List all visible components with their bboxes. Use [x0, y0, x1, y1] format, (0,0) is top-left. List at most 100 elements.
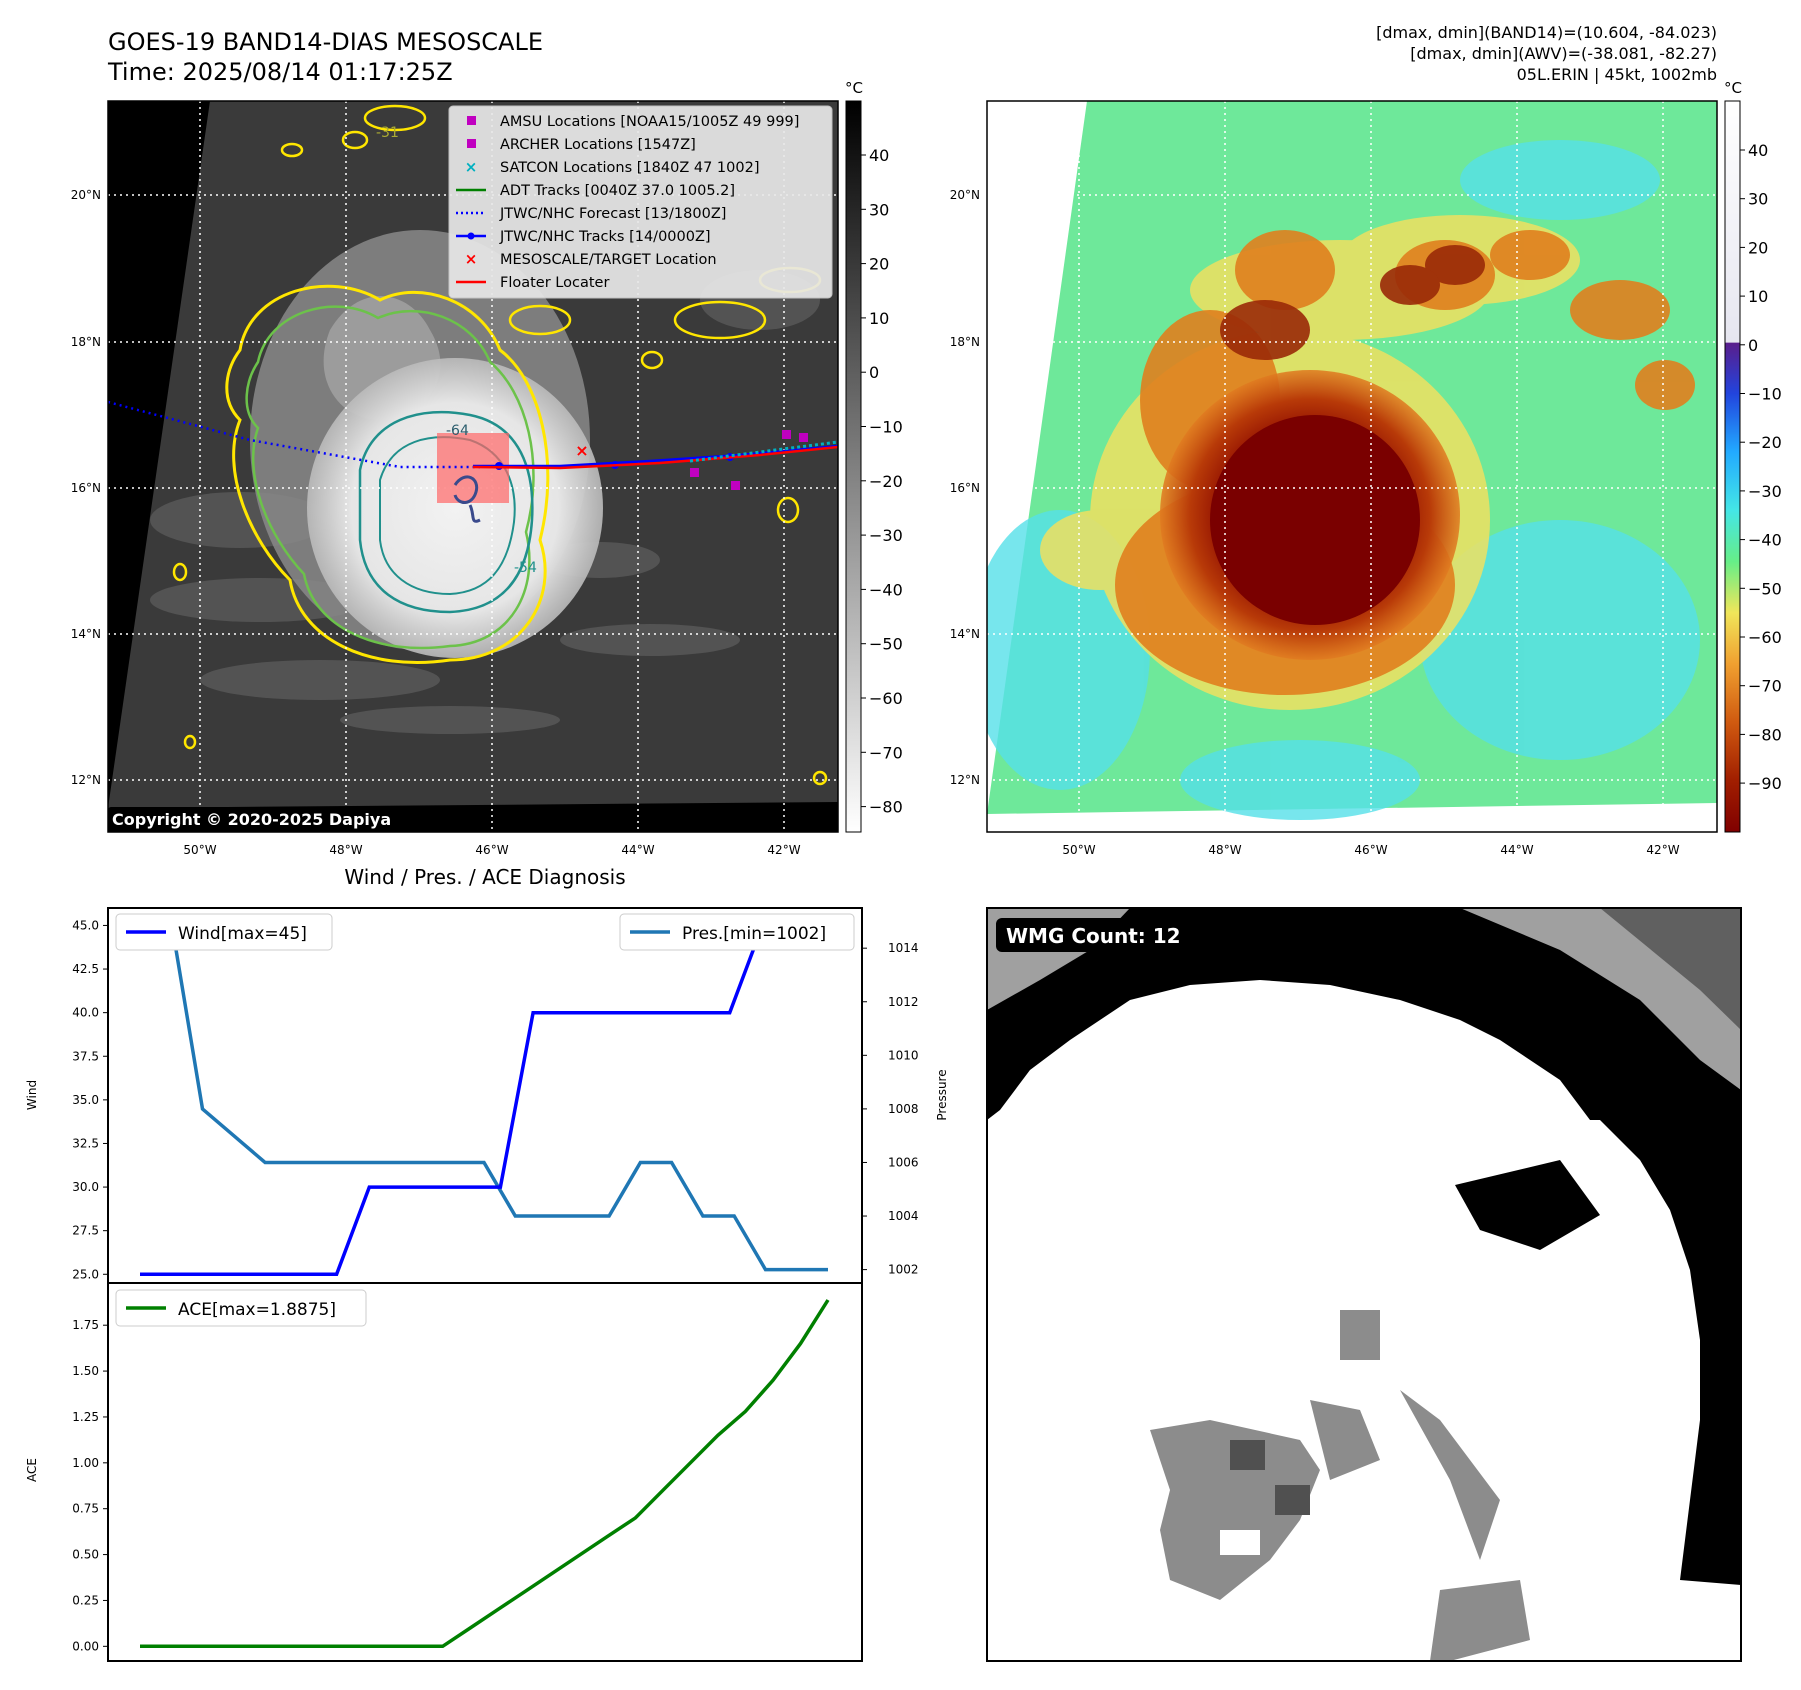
lat-label: 18°N	[71, 335, 101, 349]
ace-series-line	[140, 1299, 830, 1649]
legend-entry: AMSU Locations [NOAA15/1005Z 49 999]	[467, 114, 799, 130]
legend-entry: JTWC/NHC Forecast [13/1800Z]	[456, 206, 726, 222]
wmg-gray-cluster	[1150, 1420, 1320, 1600]
y-tick-label: 32.5	[72, 1136, 99, 1150]
lat-label: 12°N	[71, 773, 101, 787]
contour-green	[245, 305, 535, 650]
contour-teal-outer	[358, 410, 534, 614]
wind-pressure-chart: 25.0 27.5 30.0 32.5 35.0 37.5 40.0 42.5 45.0 1002…	[25, 907, 949, 1284]
colorbar-tick-label: 40	[1748, 141, 1768, 160]
awv-panel	[986, 100, 1718, 833]
ace-chart: 0.00 0.25 0.50 0.75 1.00 1.25 1.50 1.75 ACE ACE[m…	[25, 1282, 863, 1662]
contour-teal-inner	[379, 436, 516, 596]
figure-time: Time: 2025/08/14 01:17:25Z	[107, 58, 453, 86]
colorbar-tick-label: −40	[869, 580, 903, 599]
legend-label: ARCHER Locations [1547Z]	[500, 137, 696, 153]
wind-axis-label: Wind	[25, 1080, 39, 1110]
wmg-darkgray-cell	[1230, 1440, 1265, 1470]
legend-label: Floater Locater	[500, 275, 609, 291]
y-tick-label: 37.5	[72, 1049, 99, 1063]
colorbar-tick-label: −50	[869, 635, 903, 654]
colorbar-tick-label: −60	[869, 689, 903, 708]
ir-lon-labels: 50°W 48°W 46°W 44°W 42°W	[183, 843, 800, 857]
lat-label: 14°N	[950, 627, 980, 641]
y2-tick-label: 1008	[888, 1102, 919, 1116]
lat-label: 16°N	[950, 481, 980, 495]
y2-tick-label: 1006	[888, 1155, 919, 1169]
wmg-gray-cluster	[1340, 1310, 1380, 1360]
wmg-count-label: WMG Count: 12	[1006, 924, 1181, 948]
legend-entry: JTWC/NHC Tracks [14/0000Z]	[456, 229, 711, 245]
y2-tick-label: 1004	[888, 1209, 919, 1223]
legend-entry: × SATCON Locations [1840Z 47 1002]	[465, 158, 760, 176]
awv-colorbar: °C 40 30 20 10 0 −10 −20 −30 −40 −50 −60 −70 −80 −90	[1724, 79, 1782, 833]
colorbar-tick-label: −40	[1748, 531, 1782, 550]
y-tick-label: 1.75	[72, 1318, 99, 1332]
contour-label: -54	[514, 560, 537, 576]
pressure-legend-box	[619, 913, 855, 951]
legend-entry: Floater Locater	[456, 275, 609, 291]
lon-label: 44°W	[1500, 843, 1533, 857]
colorbar-tick-label: 20	[1748, 238, 1768, 257]
diagnosis-title: Wind / Pres. / ACE Diagnosis	[344, 865, 625, 889]
legend-entry: × MESOSCALE/TARGET Location	[465, 250, 717, 268]
wind-series-line	[140, 923, 828, 1277]
dmax-band14: [dmax, dmin](BAND14)=(10.604, -84.023)	[1376, 23, 1717, 42]
y-tick-label: 0.25	[72, 1593, 99, 1607]
lon-label: 46°W	[475, 843, 508, 857]
legend-label: AMSU Locations [NOAA15/1005Z 49 999]	[500, 114, 799, 130]
y-tick-label: 1.50	[72, 1364, 99, 1378]
y-tick-label: 25.0	[72, 1267, 99, 1281]
legend-label: SATCON Locations [1840Z 47 1002]	[500, 160, 759, 176]
colorbar-tick-label: 40	[869, 146, 889, 165]
legend-label: MESOSCALE/TARGET Location	[500, 252, 717, 268]
wmg-count-box	[996, 918, 1194, 952]
y-tick-label: 0.50	[72, 1548, 99, 1562]
amsu-marker	[690, 468, 699, 477]
wmg-gray-cluster	[1430, 1580, 1530, 1661]
ir-central-dense-overcast	[307, 358, 603, 658]
wind-legend-label: Wind[max=45]	[178, 924, 307, 944]
wmg-gray-cluster	[1400, 1390, 1500, 1560]
legend: AMSU Locations [NOAA15/1005Z 49 999] ARCH…	[448, 105, 833, 299]
colorbar-tick-label: 30	[869, 200, 889, 219]
wind-legend-box	[115, 913, 333, 951]
lon-label: 44°W	[621, 843, 654, 857]
ir-colorbar-gradient	[845, 100, 862, 833]
lat-label: 12°N	[950, 773, 980, 787]
awv-colorbar-gradient	[1724, 100, 1741, 833]
colorbar-tick-label: −70	[869, 743, 903, 762]
awv-colorbar-unit: °C	[1724, 79, 1742, 97]
y-tick-label: 30.0	[72, 1180, 99, 1194]
y-tick-label: 0.00	[72, 1639, 99, 1653]
ace-legend-label: ACE[max=1.8875]	[178, 1300, 336, 1320]
y-tick-label: 45.0	[72, 918, 99, 932]
lon-label: 46°W	[1354, 843, 1387, 857]
colorbar-tick-label: 30	[1748, 190, 1768, 209]
wmg-panel: WMG Count: 12	[986, 907, 1742, 1662]
lon-label: 50°W	[183, 843, 216, 857]
awv-lat-labels: 20°N 18°N 16°N 14°N 12°N	[950, 188, 980, 787]
wmg-darkgray-corner	[1600, 908, 1741, 1030]
y2-tick-label: 1010	[888, 1048, 919, 1062]
legend-square-icon	[467, 139, 476, 148]
contour-yellow-cells	[172, 104, 828, 786]
colorbar-tick-label: 0	[1748, 336, 1758, 355]
contour-label: -31	[376, 125, 399, 141]
colorbar-tick-label: −30	[1748, 482, 1782, 501]
ace-axis-label: ACE	[25, 1458, 39, 1482]
dmax-awv: [dmax, dmin](AWV)=(-38.081, -82.27)	[1410, 44, 1717, 63]
legend-label: JTWC/NHC Tracks [14/0000Z]	[499, 229, 711, 245]
colorbar-tick-label: 20	[869, 255, 889, 274]
legend-label: JTWC/NHC Forecast [13/1800Z]	[499, 206, 726, 222]
lon-label: 50°W	[1062, 843, 1095, 857]
figure-title: GOES-19 BAND14-DIAS MESOSCALE	[108, 28, 543, 56]
colorbar-tick-label: −20	[1748, 433, 1782, 452]
ir-panel: × -31 -64 -54 Copyright © 2020-2025 Dapi…	[107, 100, 839, 833]
colorbar-tick-label: 0	[869, 363, 879, 382]
legend-label: ADT Tracks [0040Z 37.0 1005.2]	[500, 183, 735, 199]
awv-storm-center	[1210, 415, 1420, 625]
legend-entry: ARCHER Locations [1547Z]	[467, 137, 696, 153]
wmg-white-hole	[1220, 1530, 1260, 1555]
awv-lon-labels: 50°W 48°W 46°W 44°W 42°W	[1062, 843, 1679, 857]
